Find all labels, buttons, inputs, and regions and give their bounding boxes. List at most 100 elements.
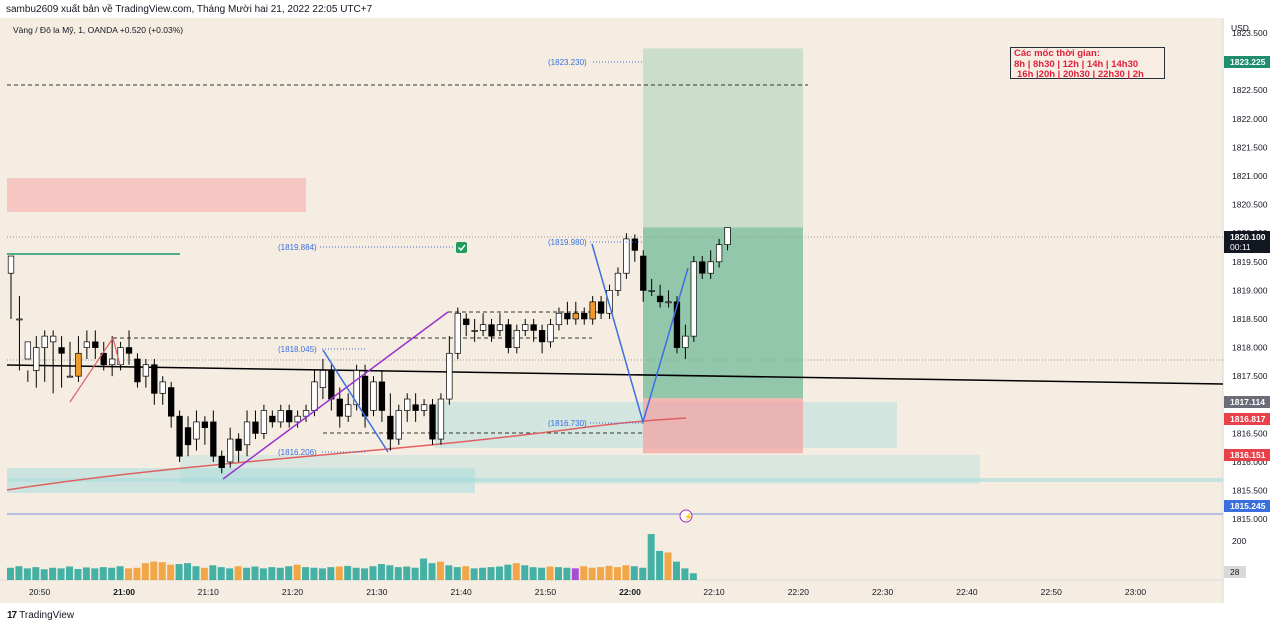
volume-bar <box>580 566 588 580</box>
check-mark-icon <box>457 244 466 252</box>
volume-bar <box>630 566 638 580</box>
volume-bar <box>487 567 495 580</box>
candle-body <box>125 347 133 354</box>
volume-last-label: 28 <box>1230 567 1240 577</box>
price-axis-tick: 1820.500 <box>1232 200 1268 210</box>
candle-body <box>345 404 352 417</box>
tradingview-logo[interactable]: 17 TradingView <box>7 610 74 621</box>
time-axis-tick: 21:20 <box>282 587 304 597</box>
candle-body <box>100 352 107 366</box>
volume-bar <box>504 564 512 580</box>
volume-bar <box>40 569 48 580</box>
ema-line <box>6 417 687 491</box>
price-axis-label: 1815.245 <box>1230 501 1266 511</box>
volume-bar <box>234 566 242 580</box>
candle-body <box>463 318 470 326</box>
position-target-zone <box>643 48 803 399</box>
volume-bar <box>23 568 31 580</box>
candle-body <box>496 324 504 331</box>
candle-body <box>589 301 596 320</box>
candle-body <box>648 290 655 292</box>
price-axis-tick: 1816.000 <box>1232 457 1268 467</box>
candle-body <box>505 324 512 348</box>
candle-body <box>538 330 546 343</box>
volume-bar <box>217 567 225 580</box>
price-axis-label: 1816.151 <box>1230 450 1266 460</box>
candle-body <box>142 364 150 377</box>
volume-bar <box>116 566 124 580</box>
volume-bar <box>7 567 14 580</box>
volume-bar <box>445 565 453 580</box>
volume-bar <box>588 567 596 580</box>
volume-bar <box>647 534 655 580</box>
time-axis-tick: 22:40 <box>956 587 978 597</box>
candle-body <box>471 330 478 332</box>
candle-body <box>83 341 91 348</box>
time-axis-tick: 20:50 <box>29 587 51 597</box>
volume-bar <box>386 565 394 580</box>
price-axis-label: 1816.817 <box>1230 414 1266 424</box>
price-axis-label-bg <box>1224 500 1270 512</box>
price-axis-label: 1823.225 <box>1230 57 1266 67</box>
candle-body <box>302 410 310 417</box>
candle-body <box>623 238 630 274</box>
volume-bar <box>377 564 385 580</box>
candle-body <box>117 347 124 366</box>
candle-body <box>159 381 166 394</box>
volume-bar <box>479 567 487 580</box>
volume-bar <box>302 567 310 580</box>
volume-bar <box>656 550 664 580</box>
price-annotation: (1823.230) <box>548 58 587 67</box>
price-chart[interactable]: Vàng / Đô la Mỹ, 1, OANDA +0.520 (+0.03%… <box>0 18 1280 603</box>
candle-body <box>665 301 672 304</box>
volume-bar <box>32 567 40 580</box>
volume-bar <box>57 568 65 580</box>
volume-bar <box>689 573 697 580</box>
volume-bar <box>293 564 301 580</box>
candle-body <box>715 244 723 263</box>
trendline <box>6 364 1224 385</box>
volume-bar <box>470 568 478 580</box>
candle-body <box>328 370 335 400</box>
volume-bar <box>672 561 680 580</box>
price-annotation: (1819.980) <box>548 238 587 247</box>
volume-bar <box>150 561 158 580</box>
candle-body <box>277 410 284 423</box>
candle-body <box>395 410 402 440</box>
volume-bar <box>226 568 234 580</box>
volume-bar <box>125 568 133 580</box>
volume-bar <box>369 566 377 580</box>
candle-body <box>530 324 537 331</box>
candle-body <box>513 330 520 348</box>
candle-body <box>252 421 259 434</box>
volume-bar <box>394 567 402 580</box>
time-axis-tick: 22:10 <box>703 587 725 597</box>
volume-bar <box>285 566 293 580</box>
candle-body <box>319 370 327 388</box>
candle-body <box>387 415 394 440</box>
price-annotation: (1818.045) <box>278 345 317 354</box>
volume-bar <box>521 565 529 580</box>
volume-bar <box>546 566 554 580</box>
price-axis-tick: 1815.500 <box>1232 486 1268 496</box>
price-axis-label-bg <box>1224 413 1270 425</box>
zigzag-blue-1 <box>322 349 389 453</box>
candle-body <box>699 261 706 274</box>
candle-body <box>690 261 697 337</box>
candle-body <box>286 410 293 423</box>
candle-body <box>479 324 487 331</box>
time-axis-tick: 21:10 <box>198 587 220 597</box>
candle-body <box>16 318 23 321</box>
candle-body <box>7 255 15 274</box>
candle-body <box>446 352 453 400</box>
volume-bar <box>462 566 470 580</box>
zigzag-purple <box>222 311 449 480</box>
volume-bar <box>310 567 318 580</box>
volume-bar <box>352 567 360 580</box>
candle-body <box>235 438 242 451</box>
price-annotation: (1816.206) <box>278 448 317 457</box>
volume-axis-tick: 200 <box>1232 536 1246 546</box>
time-axis-tick: 21:00 <box>113 587 135 597</box>
candle-body <box>66 375 74 378</box>
volume-bar <box>175 564 183 580</box>
